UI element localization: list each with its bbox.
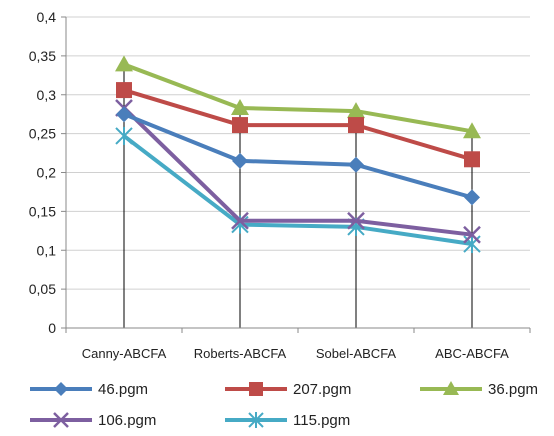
data-point: [115, 55, 133, 72]
gridlines: [66, 16, 530, 290]
legend-label: 207.pgm: [293, 381, 351, 398]
x-tick-label: Roberts-ABCFA: [194, 346, 287, 361]
data-point: [348, 156, 364, 173]
series-46-pgm: [116, 106, 480, 206]
x-tick-label: Sobel-ABCFA: [316, 346, 397, 361]
series-line: [122, 106, 473, 237]
series-36-pgm: [115, 55, 481, 139]
legend-label: 36.pgm: [488, 381, 538, 398]
series-106-pgm: [115, 99, 481, 244]
x-tick-label: Canny-ABCFA: [82, 346, 167, 361]
y-tick-label: 0,1: [37, 242, 57, 258]
legend-item: 207.pgm: [225, 381, 351, 398]
series-115-pgm: [115, 126, 481, 254]
series-207-pgm: [116, 82, 480, 168]
data-point: [348, 117, 364, 134]
x-marker-stroke: [347, 211, 365, 230]
data-point: [231, 211, 249, 230]
y-tick-label: 0,4: [37, 9, 57, 25]
y-tick-label: 0,15: [29, 203, 56, 219]
legend-label: 106.pgm: [98, 412, 156, 429]
series-line: [122, 134, 473, 247]
legend-item: 115.pgm: [225, 412, 350, 429]
data-point: [463, 122, 481, 139]
x-marker-stroke: [463, 225, 481, 244]
x-tick-label: ABC-ABCFA: [435, 346, 509, 361]
data-point: [347, 102, 365, 119]
series-group: [115, 55, 481, 254]
data-point: [248, 412, 264, 428]
data-point: [347, 211, 365, 230]
data-point: [463, 225, 481, 244]
legend-item: 106.pgm: [30, 412, 156, 429]
y-tick-label: 0,35: [29, 48, 56, 64]
y-tick-label: 0,05: [29, 281, 56, 297]
data-point: [232, 152, 248, 169]
legend: 46.pgm 207.pgm 36.pgm 106.pgm 115.pgm: [30, 381, 538, 429]
data-point: [232, 117, 248, 134]
data-point: [115, 126, 133, 145]
y-axis-ticks: 0 0,05 0,1 0,15 0,2 0,25 0,3 0,35 0,4: [29, 9, 66, 336]
data-point: [249, 382, 263, 396]
y-tick-label: 0,25: [29, 126, 56, 142]
series-line: [123, 112, 473, 200]
x-axis-ticks: Canny-ABCFA Roberts-ABCFA Sobel-ABCFA ABC-A…: [65, 328, 531, 361]
y-tick-label: 0,3: [37, 87, 57, 103]
y-tick-label: 0: [48, 320, 56, 336]
series-line: [123, 62, 473, 134]
data-point: [231, 98, 249, 115]
data-point: [443, 381, 459, 395]
data-point: [116, 82, 132, 99]
x-marker-stroke: [53, 412, 69, 428]
legend-item: 36.pgm: [420, 381, 538, 398]
data-point: [464, 151, 480, 168]
y-tick-label: 0,2: [37, 165, 57, 181]
data-point: [54, 382, 68, 396]
series-line: [123, 88, 473, 162]
legend-label: 46.pgm: [98, 381, 148, 398]
data-point: [116, 106, 132, 123]
legend-label: 115.pgm: [293, 412, 350, 429]
data-point: [53, 412, 69, 428]
data-point: [464, 189, 480, 206]
x-marker-stroke: [231, 211, 249, 230]
legend-item: 46.pgm: [30, 381, 148, 398]
